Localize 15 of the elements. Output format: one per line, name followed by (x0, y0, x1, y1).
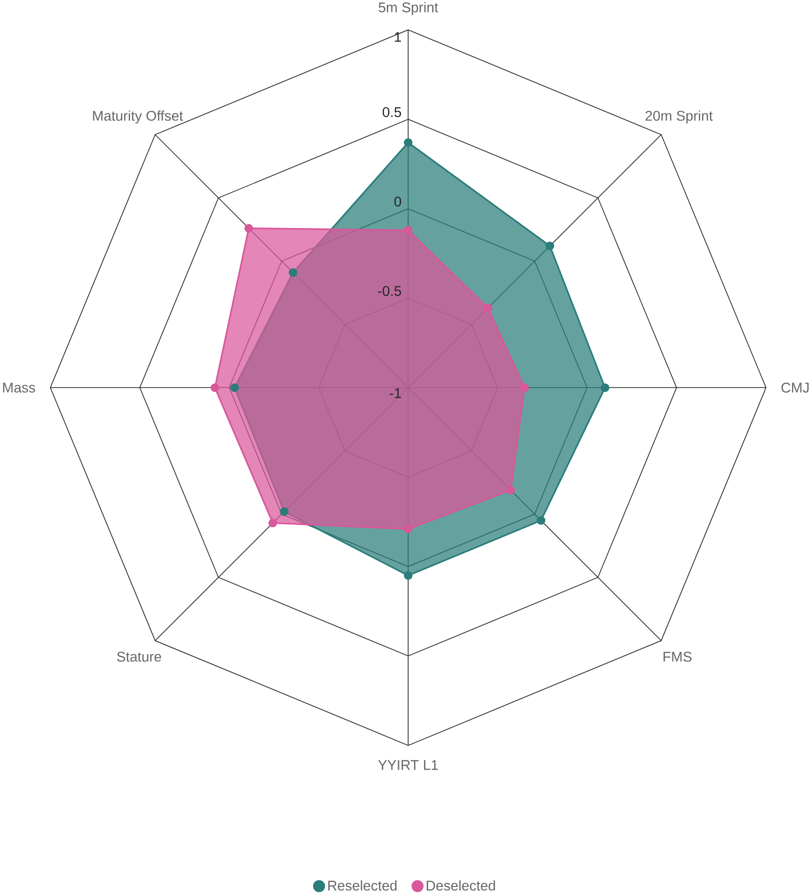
spoke-label: YYIRT L1 (378, 760, 438, 770)
spoke-label: Mass (3, 382, 36, 393)
spoke-label: 20m Sprint (646, 110, 713, 124)
y-tick-label: 0 (394, 196, 402, 207)
spoke-label: FMS (664, 652, 692, 662)
legend-label: Deselected (426, 880, 496, 891)
spoke-label: Maturity Offset (93, 110, 184, 124)
y-tick-label: 1 (395, 32, 402, 42)
y-tick-label: 0.5 (382, 107, 402, 118)
legend-label: Reselected (328, 880, 397, 891)
spoke-label: Stature (117, 652, 162, 662)
spoke-label: 5m Sprint (378, 2, 438, 16)
y-tick-label: -1 (390, 388, 402, 398)
spoke-label: CMJ (782, 382, 809, 393)
y-tick-label: -0.5 (378, 286, 402, 296)
